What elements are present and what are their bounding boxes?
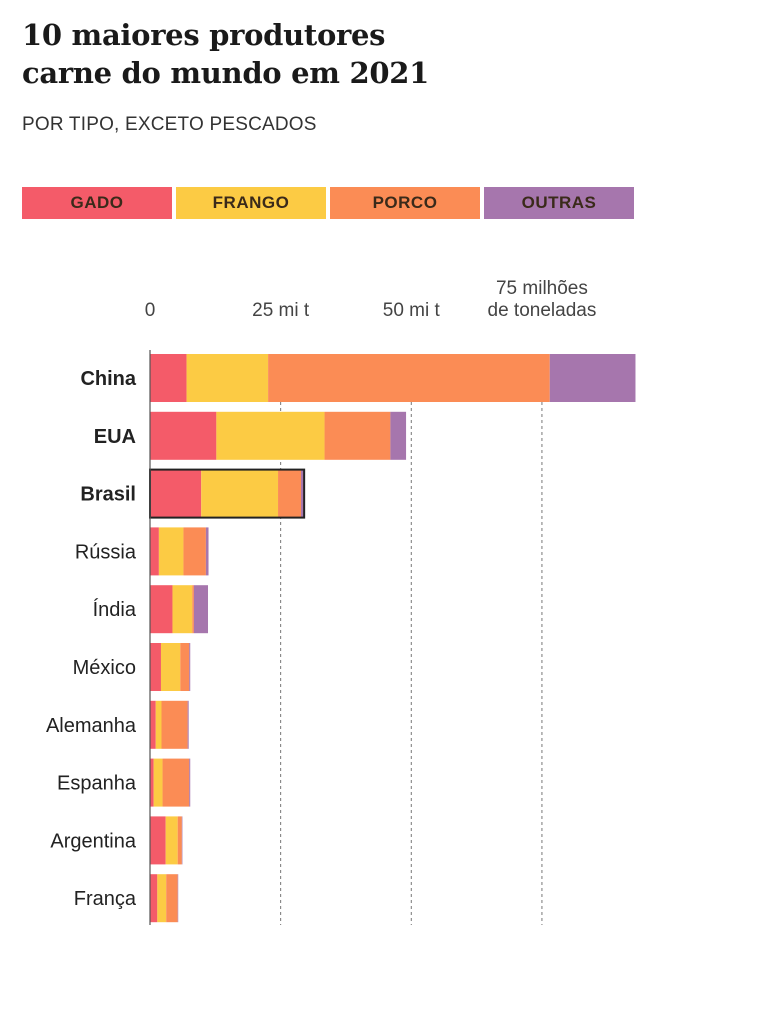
category-label: Argentina [50, 830, 136, 852]
bar-méxico-outras [189, 643, 191, 691]
bar-alemanha-gado [150, 700, 156, 749]
bar-brasil-frango [201, 469, 279, 518]
bar-méxico-frango [160, 643, 181, 691]
x-tick-label-25: 25 mi t [252, 300, 310, 321]
bar-espanha-outras [189, 758, 191, 807]
bar-argentina-porco [177, 816, 182, 865]
bar-eua-porco [324, 411, 391, 460]
bar-china-gado [150, 354, 187, 402]
bar-alemanha-frango [155, 700, 162, 749]
bar-brasil-gado [150, 469, 202, 518]
bar-brasil-porco [278, 469, 302, 518]
bar-china-porco [268, 354, 550, 402]
bar-argentina-frango [165, 816, 178, 865]
bar-espanha-frango [153, 758, 163, 807]
bar-frança-porco [166, 874, 178, 923]
bar-china-frango [186, 354, 269, 402]
category-label: China [80, 368, 136, 390]
category-label: Rússia [75, 541, 137, 563]
x-tick-label-0: 0 [145, 300, 156, 321]
category-label: México [73, 657, 136, 679]
x-tick-label-75: de toneladas [488, 300, 597, 321]
title-line-2: carne do mundo em 2021 [22, 56, 429, 90]
category-label: Índia [93, 598, 137, 621]
bar-méxico-gado [150, 643, 161, 691]
bar-espanha-porco [162, 758, 190, 807]
bar-espanha-gado [150, 758, 154, 807]
bar-argentina-gado [150, 816, 166, 865]
legend-item-outras: OUTRAS [484, 187, 634, 219]
bar-índia-gado [150, 585, 173, 634]
bar-frança-frango [157, 874, 167, 923]
category-label: França [74, 888, 137, 910]
bar-méxico-porco [180, 643, 190, 691]
bar-índia-frango [172, 585, 193, 634]
title-line-1: 10 maiores produtores [22, 18, 386, 52]
bar-brasil-outras [301, 469, 305, 518]
legend: GADO FRANGO PORCO OUTRAS [22, 187, 634, 219]
legend-item-porco: PORCO [330, 187, 480, 219]
bar-rússia-porco [183, 527, 206, 576]
bar-rússia-gado [150, 527, 159, 576]
bar-eua-frango [216, 411, 325, 460]
bar-china-outras [549, 354, 636, 402]
bar-rússia-outras [205, 527, 209, 576]
legend-item-frango: FRANGO [176, 187, 326, 219]
bar-argentina-outras [181, 816, 183, 865]
category-label: Brasil [80, 484, 136, 506]
bar-rússia-frango [158, 527, 184, 576]
legend-item-gado: GADO [22, 187, 172, 219]
bar-alemanha-porco [161, 700, 188, 749]
category-label: EUA [94, 426, 136, 448]
x-tick-label-50: 50 mi t [383, 300, 441, 321]
category-label: Alemanha [46, 715, 137, 737]
category-label: Espanha [57, 773, 137, 795]
bar-alemanha-outras [187, 700, 189, 749]
bar-eua-gado [150, 411, 217, 460]
chart-title: 10 maiores produtores carne do mundo em … [22, 16, 582, 92]
bar-índia-outras [193, 585, 209, 634]
bar-frança-outras [177, 874, 179, 923]
x-tick-label-75: 75 milhões [496, 278, 588, 299]
bar-frança-gado [150, 874, 158, 923]
bar-índia-porco [192, 585, 194, 634]
bar-eua-outras [390, 411, 407, 460]
chart-subtitle: POR TIPO, EXCETO PESCADOS [22, 114, 317, 135]
